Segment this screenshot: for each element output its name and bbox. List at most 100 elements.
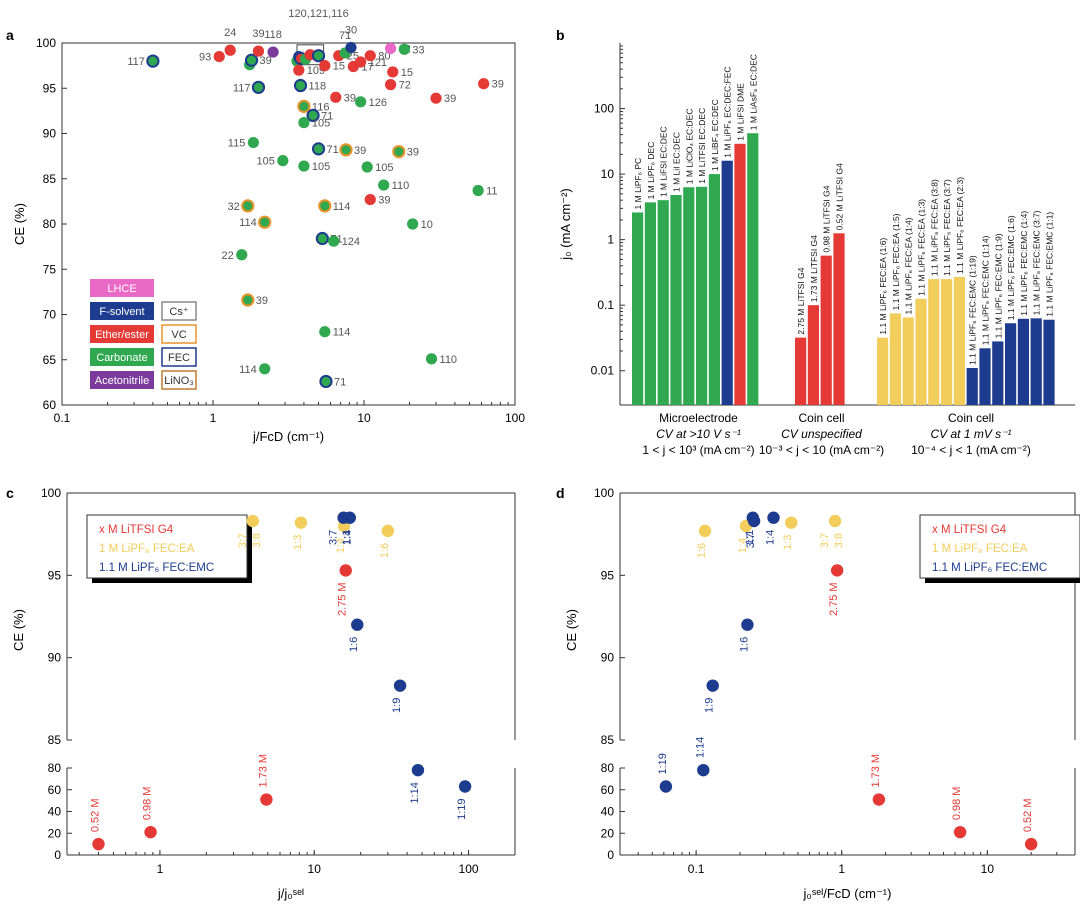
- panel-a-legend-additive-box: [161, 347, 197, 367]
- panel-b-bar-label: 1.1 M LiPF₆ FEC:EA (1:3): [917, 199, 927, 296]
- panel-b-bar: [992, 341, 1004, 405]
- panel-d-point-label: 0.98 M: [951, 787, 963, 821]
- panel-c-point: [246, 514, 260, 528]
- panel-b-bar-label: 1.1 M LiPF₆ FEC:EMC (3:7): [1032, 210, 1042, 315]
- panel-b-bar: [683, 187, 695, 405]
- panel-c-letter: c: [6, 485, 14, 501]
- panel-b-bar-label: 1.1 M LiPF₆ FEC:EA (3:8): [929, 179, 939, 276]
- panel-d-ytick-label: 60: [601, 783, 615, 797]
- panel-a-point-label: 71: [334, 376, 346, 388]
- panel-b-group-title: Coin cell: [798, 411, 844, 425]
- panel-b-bar-label: 1.1 M LiPF₆ FEC:EMC (1:4): [1019, 211, 1029, 316]
- panel-b-bar-label: 1.1 M LiPF₆ FEC:EMC (1:6): [1006, 215, 1016, 320]
- panel-a-point: [259, 363, 271, 375]
- panel-a-point: [213, 50, 225, 63]
- panel-a-point: [297, 99, 311, 113]
- panel-a-ylabel: CE (%): [12, 203, 27, 245]
- panel-c-point: [381, 524, 395, 538]
- panel-d-ytick-label: 100: [594, 486, 614, 500]
- panel-c-xtick-label: 100: [459, 862, 479, 876]
- panel-c-point-label: 1:1: [341, 530, 353, 545]
- panel-d-ytick-label: 0: [607, 848, 614, 862]
- panel-a-point: [378, 179, 390, 191]
- panel-a-ytick-label: 75: [43, 262, 57, 276]
- panel-c-point: [411, 763, 425, 777]
- panel-a-point-label: 105: [375, 162, 393, 174]
- panel-a-legend-label: Acetonitrile: [95, 375, 149, 387]
- panel-b-bar-label: 0.52 M LiTFSI G4: [835, 163, 845, 230]
- panel-a-point: [407, 218, 419, 230]
- panel-a-legend-additive-label: Cs⁺: [169, 306, 188, 318]
- panel-b-letter: b: [556, 27, 565, 43]
- panel-c-xtick-label: 10: [308, 862, 322, 876]
- panel-c-point: [343, 511, 356, 524]
- panel-c-point-label: 1:6: [379, 543, 391, 558]
- panel-d-point: [741, 618, 754, 631]
- panel-a-point-label: 10: [421, 219, 433, 231]
- panel-b-bar-label: 1.73 M LiTFSI G4: [809, 235, 819, 302]
- panel-b-bar: [795, 337, 807, 405]
- panel-a-point: [244, 53, 259, 67]
- panel-a-point-label: 105: [312, 161, 330, 173]
- panel-a-point: [425, 353, 438, 365]
- panel-a-ytick-label: 90: [43, 127, 57, 141]
- panel-b-group-range: 1 < j < 10³ (mA cm⁻²): [642, 443, 754, 457]
- panel-c-legend-item: x M LiTFSI G4: [99, 524, 174, 536]
- panel-a-point-label: 124: [342, 236, 360, 248]
- panel-b-bar: [877, 337, 889, 405]
- panel-d-xlabel: j₀ˢᵉᴵ/FcD (cm⁻¹): [803, 886, 892, 901]
- panel-d-point: [1024, 837, 1038, 851]
- panel-d-point: [697, 763, 710, 777]
- panel-b-bar-label: 1 M LiPF₆ PC: [633, 158, 643, 210]
- panel-b-bar: [1017, 318, 1029, 405]
- panel-c-ytick-label: 60: [48, 783, 62, 797]
- panel-b-bar: [889, 313, 901, 405]
- panel-a-point: [361, 161, 373, 173]
- panel-a-point-label: 118: [264, 29, 282, 41]
- panel-a-point: [311, 49, 326, 63]
- panel-a-xtick-label: 1: [210, 411, 217, 425]
- panel-a-legend-swatch: [90, 325, 154, 343]
- panel-b-bar-label: 1.1 M LiPF₆ FEC:EA (1:5): [891, 213, 901, 310]
- panel-d-ytick-label: 80: [601, 761, 615, 775]
- panel-b-bar-label: 2.75 M LiTFSI G4: [796, 267, 806, 334]
- panel-b-ytick-label: 100: [594, 102, 614, 116]
- panel-d-point-label: 1:6: [696, 543, 708, 558]
- panel-a-legend-additive-label: VC: [171, 329, 186, 341]
- panel-a-point-label: 30: [345, 25, 357, 37]
- panel-c-point: [144, 825, 157, 839]
- panel-a-point-label: 39: [378, 195, 390, 207]
- panel-c-legend-item: 1.1 M LiPF₆ FEC:EMC: [99, 562, 214, 574]
- panel-a-legend-label: LHCE: [107, 283, 136, 295]
- panel-d-point: [659, 780, 673, 793]
- panel-b-bar-label: 1 M LiFSI EC:DEC: [659, 126, 669, 197]
- panel-a-point-label: 39: [444, 93, 456, 105]
- panel-a-point: [364, 50, 376, 62]
- panel-d-ytick-label: 40: [601, 805, 615, 819]
- panel-a-point: [251, 80, 266, 94]
- panel-c-point: [393, 679, 407, 692]
- panel-b-bar: [979, 348, 991, 405]
- panel-a-point-label: 39: [344, 92, 356, 104]
- panel-a-point-label: 117: [233, 82, 251, 94]
- panel-b-bar: [928, 279, 940, 405]
- panel-a-point: [364, 193, 376, 206]
- panel-a-point: [430, 92, 442, 104]
- panel-c-point-label: 1:9: [391, 698, 403, 713]
- panel-a-legend-label: Ether/ester: [95, 329, 149, 341]
- panel-b-ytick-label: 0.01: [591, 364, 615, 378]
- panel-a-legend-swatch: [90, 279, 154, 297]
- panel-d-point: [872, 793, 886, 806]
- panel-a-point: [293, 64, 305, 76]
- panel-d-ytick-label: 95: [601, 568, 615, 582]
- panel-b-bar: [670, 194, 682, 405]
- panel-a-point-label: 118: [309, 81, 327, 93]
- panel-b-bar: [708, 174, 720, 405]
- panel-a-ytick-label: 70: [43, 308, 57, 322]
- panel-b-bar-label: 1.1 M LiPF₆ FEC:EA (1:4): [904, 217, 914, 314]
- panel-c-legend-item: 1 M LiPF₆ FEC:EA: [99, 543, 195, 555]
- panel-c-ytick-label: 85: [48, 733, 62, 747]
- panel-c-point-label: 0.98 M: [142, 787, 154, 821]
- panel-a-legend-swatch: [90, 371, 154, 389]
